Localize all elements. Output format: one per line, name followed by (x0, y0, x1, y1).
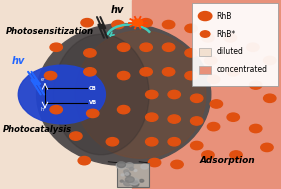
Text: CB: CB (89, 86, 96, 91)
Circle shape (168, 138, 180, 146)
Circle shape (133, 181, 138, 184)
Text: h⁺: h⁺ (41, 107, 46, 112)
Circle shape (84, 49, 96, 57)
Circle shape (140, 68, 152, 76)
Text: Photocatalysis: Photocatalysis (3, 125, 72, 134)
Text: hv: hv (11, 56, 25, 66)
Circle shape (140, 43, 152, 51)
Text: VB: VB (89, 100, 97, 105)
Circle shape (129, 178, 139, 185)
Circle shape (124, 180, 132, 186)
Circle shape (261, 143, 273, 152)
Circle shape (227, 113, 239, 121)
Circle shape (18, 65, 105, 124)
Bar (117, 163, 149, 187)
Ellipse shape (53, 34, 149, 155)
Circle shape (162, 20, 175, 29)
Text: RhB: RhB (216, 12, 232, 21)
Circle shape (134, 170, 137, 171)
Text: Photosensitization: Photosensitization (6, 27, 94, 36)
Circle shape (125, 177, 134, 183)
Circle shape (168, 115, 180, 123)
Circle shape (247, 43, 259, 51)
Circle shape (168, 90, 180, 99)
Ellipse shape (75, 31, 206, 158)
Circle shape (224, 34, 237, 42)
Circle shape (207, 75, 220, 84)
Circle shape (122, 181, 125, 183)
Bar (132, 0, 281, 189)
Circle shape (250, 81, 262, 89)
Circle shape (148, 158, 161, 167)
Circle shape (130, 167, 134, 170)
Bar (192, 3, 278, 86)
Circle shape (117, 162, 126, 167)
Circle shape (117, 105, 130, 114)
Text: e⁻: e⁻ (41, 77, 46, 82)
Text: Adsorption: Adsorption (200, 156, 255, 165)
Circle shape (185, 24, 197, 33)
Circle shape (227, 68, 239, 76)
Circle shape (191, 141, 203, 150)
Circle shape (264, 56, 276, 65)
Circle shape (70, 132, 82, 140)
Circle shape (207, 122, 220, 131)
Circle shape (205, 56, 217, 65)
Circle shape (124, 170, 129, 173)
Circle shape (44, 71, 57, 80)
Ellipse shape (37, 24, 211, 165)
Circle shape (120, 180, 123, 182)
Circle shape (185, 49, 197, 57)
Circle shape (146, 113, 158, 121)
Text: diluted: diluted (216, 47, 243, 57)
Circle shape (250, 124, 262, 133)
Bar (199, 66, 211, 74)
Text: concentrated: concentrated (216, 65, 267, 74)
Circle shape (202, 34, 214, 42)
Circle shape (210, 100, 223, 108)
Circle shape (200, 31, 210, 37)
Circle shape (162, 68, 175, 76)
Circle shape (185, 71, 197, 80)
Circle shape (50, 105, 62, 114)
Circle shape (191, 117, 203, 125)
Circle shape (125, 173, 129, 175)
Text: hv: hv (111, 5, 124, 15)
Circle shape (116, 162, 126, 169)
Circle shape (146, 90, 158, 99)
Bar (199, 48, 211, 56)
Circle shape (141, 164, 148, 169)
Circle shape (87, 109, 99, 118)
Circle shape (171, 160, 183, 169)
Circle shape (117, 71, 130, 80)
Circle shape (162, 43, 175, 51)
Circle shape (106, 138, 119, 146)
Circle shape (133, 19, 143, 26)
Circle shape (121, 174, 124, 176)
Circle shape (132, 182, 139, 187)
Circle shape (146, 138, 158, 146)
Circle shape (202, 151, 214, 159)
Circle shape (198, 12, 212, 21)
Circle shape (140, 19, 152, 27)
Circle shape (230, 151, 242, 159)
Circle shape (84, 68, 96, 76)
Text: RhB*: RhB* (216, 29, 236, 39)
Circle shape (81, 19, 93, 27)
Circle shape (191, 94, 203, 102)
Circle shape (78, 156, 90, 165)
Circle shape (50, 43, 62, 51)
Circle shape (112, 20, 124, 29)
Circle shape (125, 163, 133, 168)
Circle shape (124, 172, 131, 176)
Circle shape (117, 43, 130, 51)
Circle shape (264, 94, 276, 102)
Bar (0, 0, 132, 189)
Circle shape (140, 179, 144, 182)
